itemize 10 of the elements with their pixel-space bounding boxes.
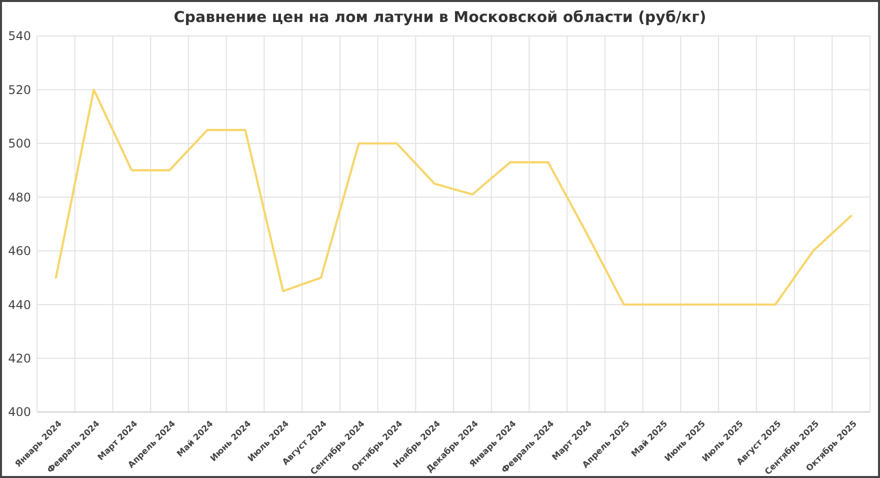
y-tick-label: 480 <box>8 190 31 204</box>
y-tick-label: 440 <box>8 298 31 312</box>
y-tick-label: 520 <box>8 82 31 97</box>
line-series <box>54 88 852 306</box>
y-tick-label: 400 <box>8 405 31 420</box>
y-tick-label: 540 <box>8 29 31 44</box>
y-tick-label: 500 <box>8 136 31 151</box>
y-tick-label: 460 <box>8 244 31 258</box>
chart-title: Сравнение цен на лом латуни в Московской области (руб/кг) <box>174 8 706 26</box>
y-tick-label: 420 <box>8 351 31 366</box>
